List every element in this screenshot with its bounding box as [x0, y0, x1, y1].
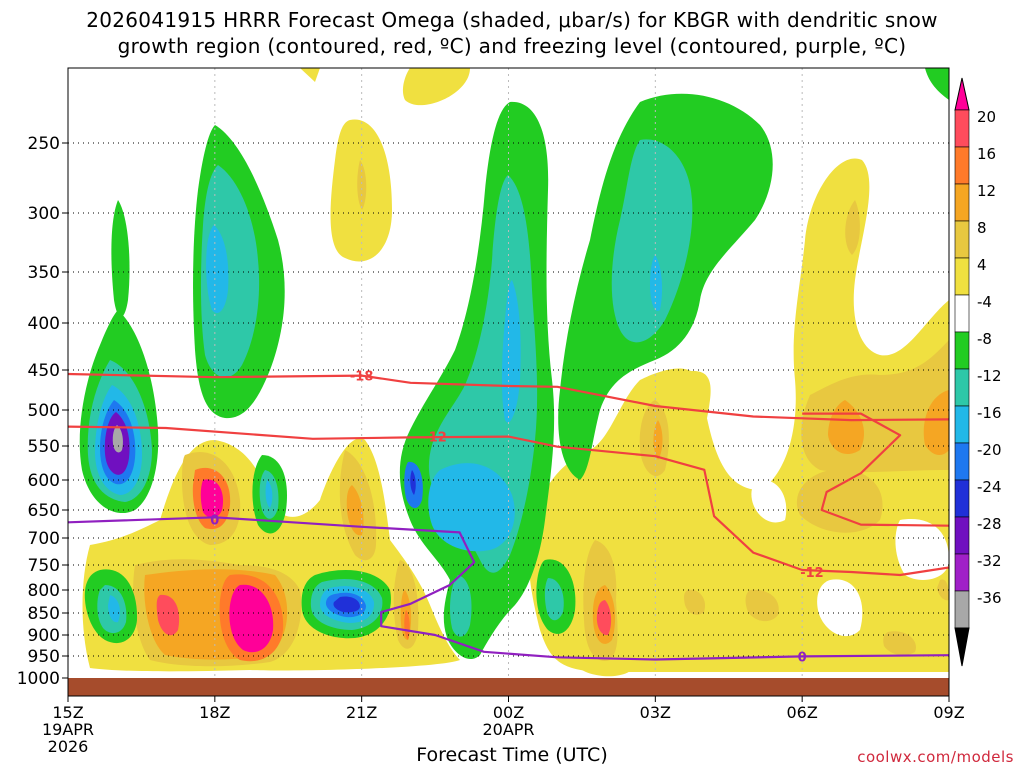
colorbar-level-label: 12 — [977, 182, 996, 200]
contour-line-minus12 — [802, 412, 949, 527]
ground-strip — [68, 678, 949, 696]
colorbar-swatch — [954, 257, 970, 296]
colorbar-swatch — [954, 405, 970, 444]
grid-lines — [68, 68, 949, 678]
colorbar-swatch — [954, 590, 970, 629]
y-tick-label: 400 — [28, 314, 60, 334]
colorbar-swatch — [954, 516, 970, 555]
colorbar-swatch — [954, 109, 970, 148]
x-tick-label: 15Z — [52, 703, 83, 722]
x-axis-label: Forecast Time (UTC) — [416, 744, 608, 766]
x-tick-label: 21Z — [346, 703, 377, 722]
contour-label: -12 — [800, 566, 824, 581]
contour-lines — [68, 372, 949, 661]
x-tick-sublabel: 19APR — [42, 720, 94, 739]
y-tick-label: 950 — [28, 647, 60, 667]
y-tick-label: 550 — [28, 437, 60, 457]
colorbar-level-label: -16 — [977, 404, 1002, 422]
x-tick-label: 03Z — [640, 703, 671, 722]
colorbar-swatch — [954, 220, 970, 259]
contour-label: -18 — [350, 370, 374, 385]
y-tick-label: 900 — [28, 626, 60, 646]
colorbar-level-label: 4 — [977, 256, 987, 274]
colorbar-level-label: 20 — [977, 108, 996, 126]
colorbar-level-label: -32 — [977, 552, 1002, 570]
y-axis: 2503003504004505005506006507007508008509… — [17, 134, 68, 689]
colorbar-level-label: -20 — [977, 441, 1002, 459]
colorbar-top-arrow — [954, 77, 970, 111]
x-tick-label: 06Z — [787, 703, 818, 722]
y-tick-label: 850 — [28, 604, 60, 624]
colorbar: 20 16 12 8 4 -4 -8 -12 -16 -20 -24 -28 -32 -36 — [954, 77, 1002, 667]
colorbar-swatch — [954, 331, 970, 370]
y-tick-label: 350 — [28, 263, 60, 283]
colorbar-bottom-arrow — [954, 627, 970, 667]
colorbar-level-label: -24 — [977, 478, 1002, 496]
x-tick-sublabel: 2026 — [48, 737, 89, 756]
chart-title-line-2: growth region (contoured, red, ºC) and f… — [117, 34, 907, 58]
omega-shading — [68, 68, 949, 678]
credit-text: coolwx.com/models — [857, 748, 1014, 766]
y-tick-label: 500 — [28, 401, 60, 421]
contour-line-minus18 — [68, 372, 949, 422]
colorbar-level-label: -28 — [977, 515, 1002, 533]
colorbar-swatch — [954, 368, 970, 407]
contour-label: -12 — [423, 431, 447, 446]
colorbar-level-label: 16 — [977, 145, 996, 163]
x-tick-label: 00Z — [493, 703, 524, 722]
colorbar-level-label: -4 — [977, 293, 992, 311]
y-tick-label: 650 — [28, 501, 60, 521]
x-tick-sublabel: 20APR — [482, 720, 534, 739]
y-tick-label: 700 — [28, 529, 60, 549]
colorbar-level-label: 8 — [977, 219, 987, 237]
contour-line-0 — [68, 516, 949, 661]
colorbar-level-label: -8 — [977, 330, 992, 348]
colorbar-swatch — [954, 294, 970, 333]
y-tick-label: 600 — [28, 471, 60, 491]
chart-title-line-1: 2026041915 HRRR Forecast Omega (shaded, … — [86, 8, 938, 32]
colorbar-swatch — [954, 442, 970, 481]
contour-label: 0 — [798, 650, 807, 665]
x-tick-label: 09Z — [933, 703, 964, 722]
colorbar-swatch — [954, 183, 970, 222]
colorbar-swatch — [954, 146, 970, 185]
y-tick-label: 300 — [28, 204, 60, 224]
colorbar-level-label: -36 — [977, 589, 1002, 607]
y-tick-label: 1000 — [17, 669, 60, 689]
x-tick-label: 18Z — [199, 703, 230, 722]
contour-line-minus12 — [68, 425, 949, 577]
colorbar-swatch — [954, 553, 970, 592]
contour-label: 0 — [210, 514, 219, 529]
colorbar-level-label: -12 — [977, 367, 1002, 385]
y-tick-label: 800 — [28, 581, 60, 601]
y-tick-label: 750 — [28, 556, 60, 576]
colorbar-swatch — [954, 479, 970, 518]
contour-labels: -18 -12 -12 0 0 — [210, 370, 824, 666]
y-tick-label: 450 — [28, 361, 60, 381]
y-tick-label: 250 — [28, 134, 60, 154]
